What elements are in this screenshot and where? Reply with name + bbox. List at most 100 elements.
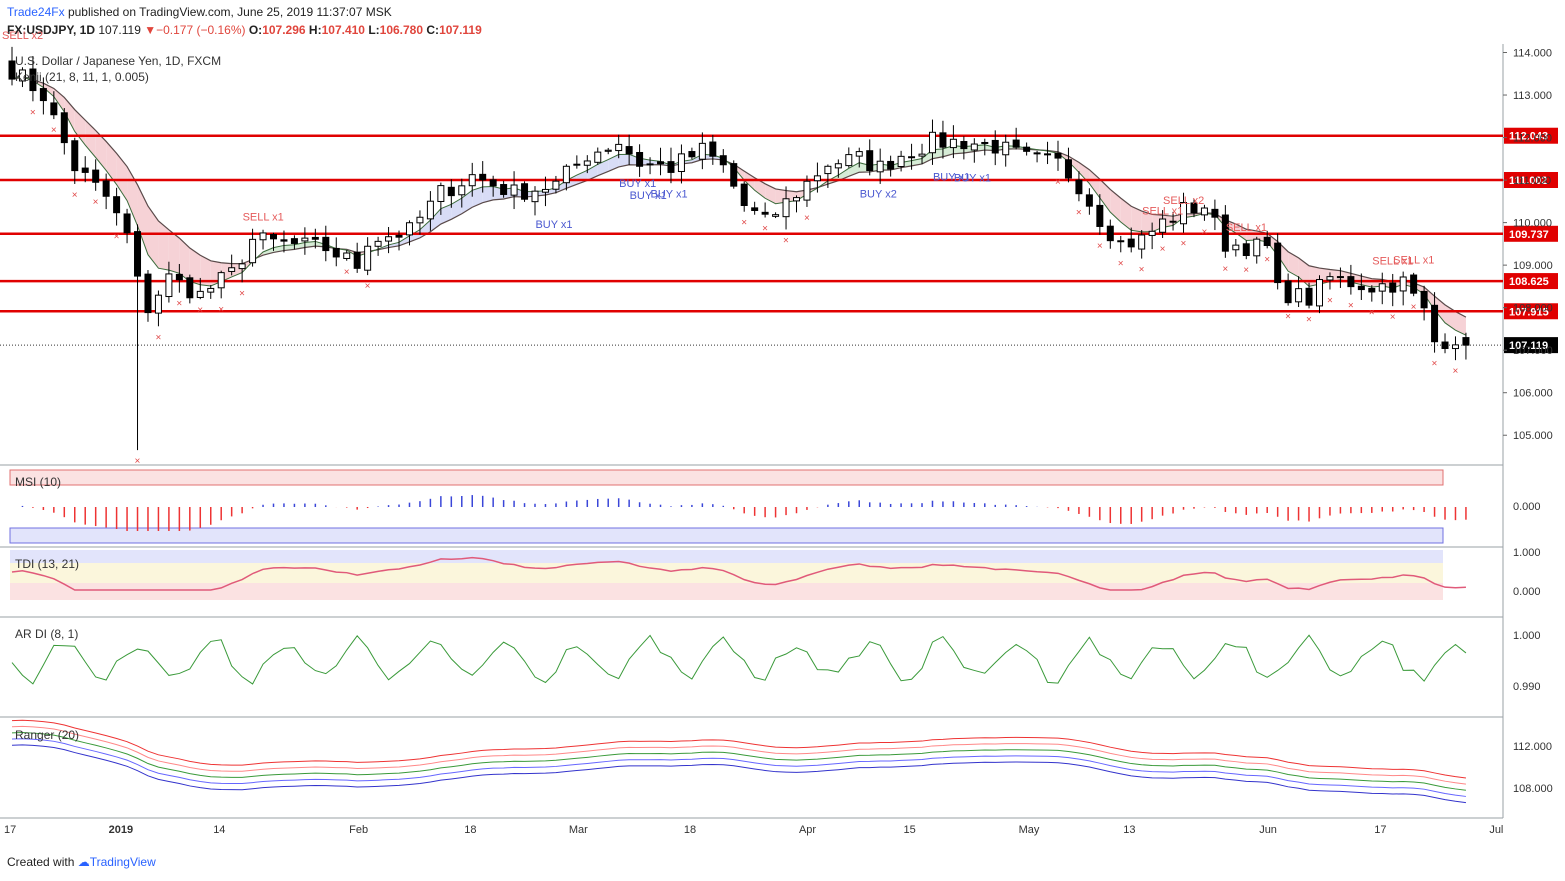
candle-body — [845, 154, 853, 167]
candle-body — [1085, 194, 1093, 207]
candle-body — [405, 222, 413, 236]
candle-body — [939, 132, 947, 148]
stop-marker: × — [1055, 177, 1061, 188]
publish-text: published on TradingView.com, June 25, 2… — [67, 5, 392, 19]
stop-marker: × — [365, 281, 371, 292]
cloud-segment — [472, 186, 483, 208]
cloud-segment — [189, 248, 201, 285]
level-label-bg-2 — [1504, 225, 1558, 242]
y-tick-label-5: 109.000 — [1513, 260, 1553, 272]
candle-body — [144, 273, 152, 314]
candle-body — [1012, 139, 1020, 148]
candle-body — [102, 180, 110, 197]
cloud-segment — [838, 168, 849, 181]
fast-line — [11, 75, 1467, 336]
symbol-label: FX:USDJPY, 1D — [7, 23, 96, 37]
candle-body — [918, 153, 926, 157]
cloud-segment — [168, 229, 180, 274]
author-link[interactable]: Trade24Fx — [7, 5, 65, 19]
low-label: L: — [368, 23, 380, 37]
candle-body — [238, 263, 246, 270]
y-tick-label-6: 108.000 — [1513, 303, 1553, 315]
stop-marker: × — [1306, 314, 1312, 325]
y-tick-label-2: 112.000 — [1513, 133, 1552, 145]
candle-body — [1148, 230, 1156, 236]
x-tick-label-8: 15 — [904, 824, 916, 836]
candle-body — [636, 152, 644, 167]
msi-panel-label: MSI (10) — [15, 475, 61, 489]
candle-body — [803, 180, 811, 201]
candle-body — [615, 143, 623, 152]
cloud-segment — [1141, 211, 1153, 232]
candle-body — [1033, 152, 1041, 155]
candle-body — [1023, 146, 1031, 152]
axes: 114.000 113.000 112.000 111.000 110.000 109.0… — [4, 48, 1553, 836]
candle-body — [1159, 218, 1167, 233]
signal-label-13: SELL x1 — [1393, 255, 1434, 267]
cloud-segment — [922, 149, 933, 164]
y-tick-label-7: 107.000 — [1513, 345, 1553, 357]
candle-body — [1284, 280, 1292, 304]
signal-label-8: BUY x1 — [954, 172, 991, 184]
candle-body — [667, 161, 675, 173]
candle-body — [1054, 152, 1062, 159]
candle-body — [1347, 276, 1355, 288]
signal-label-2: BUY x1 — [535, 219, 572, 231]
stop-marker: × — [155, 332, 161, 343]
candle-body — [531, 190, 539, 203]
candle-body — [730, 163, 738, 187]
ranger-band-3 — [11, 738, 1467, 797]
tdi-upper-band — [10, 550, 1443, 563]
candle-body — [374, 240, 382, 247]
close-value: 107.119 — [439, 23, 482, 37]
candle-body — [960, 141, 968, 150]
ardi-panel-label: AR DI (8, 1) — [15, 627, 78, 641]
candle-body — [426, 200, 434, 220]
candle-body — [1410, 274, 1418, 294]
level-label-bg-3 — [1504, 273, 1558, 290]
x-tick-label-2: 14 — [213, 824, 225, 836]
tdi-lower-band — [10, 583, 1443, 600]
cloud-segment — [116, 153, 128, 201]
cloud-segment — [482, 186, 494, 203]
candle-body — [290, 238, 298, 244]
stop-marker: × — [1076, 207, 1082, 218]
candle-body — [1326, 276, 1334, 281]
cloud-segment — [263, 247, 274, 256]
indicator-title: Kenji (21, 8, 11, 1, 0.005) — [15, 70, 149, 84]
candle-body — [1127, 238, 1135, 248]
stop-marker: × — [1118, 258, 1124, 269]
candle-body — [217, 272, 225, 289]
x-tick-label-10: 13 — [1123, 824, 1135, 836]
x-tick-label-5: Mar — [569, 824, 588, 836]
candle-body — [876, 160, 884, 173]
open-label: O: — [248, 23, 263, 37]
candle-body — [1211, 208, 1219, 218]
stop-marker: × — [1243, 265, 1249, 276]
candle-body — [573, 163, 581, 166]
candle-body — [897, 155, 905, 168]
y-tick-label-0: 114.000 — [1513, 48, 1552, 60]
last-price-label: 107.119 — [1509, 340, 1548, 352]
indicator-panels — [9, 469, 1467, 804]
level-label-0: 112.043 — [1509, 131, 1548, 143]
ardi-tick-bottom: 0.990 — [1513, 681, 1541, 693]
candle-body — [259, 232, 267, 241]
candle-body — [479, 173, 487, 181]
tradingview-link[interactable]: TradingView — [89, 855, 156, 869]
stop-marker: × — [239, 288, 245, 299]
signal-label-5: BUY x1 — [651, 188, 688, 200]
candle-body — [541, 188, 549, 193]
candle-body — [970, 143, 978, 151]
candle-body — [1200, 207, 1208, 216]
msi-upper-band — [9, 469, 1444, 486]
level-label-1: 111.002 — [1509, 175, 1548, 187]
stop-marker: × — [344, 267, 350, 278]
level-label-bg-4 — [1504, 303, 1558, 320]
created-with: Created with — [7, 855, 75, 869]
signal-label-4: BUY x1 — [630, 190, 667, 202]
signal-label-0: SELL x2 — [2, 30, 43, 42]
x-tick-label-12: 17 — [1374, 824, 1386, 836]
candle-body — [1044, 153, 1052, 156]
